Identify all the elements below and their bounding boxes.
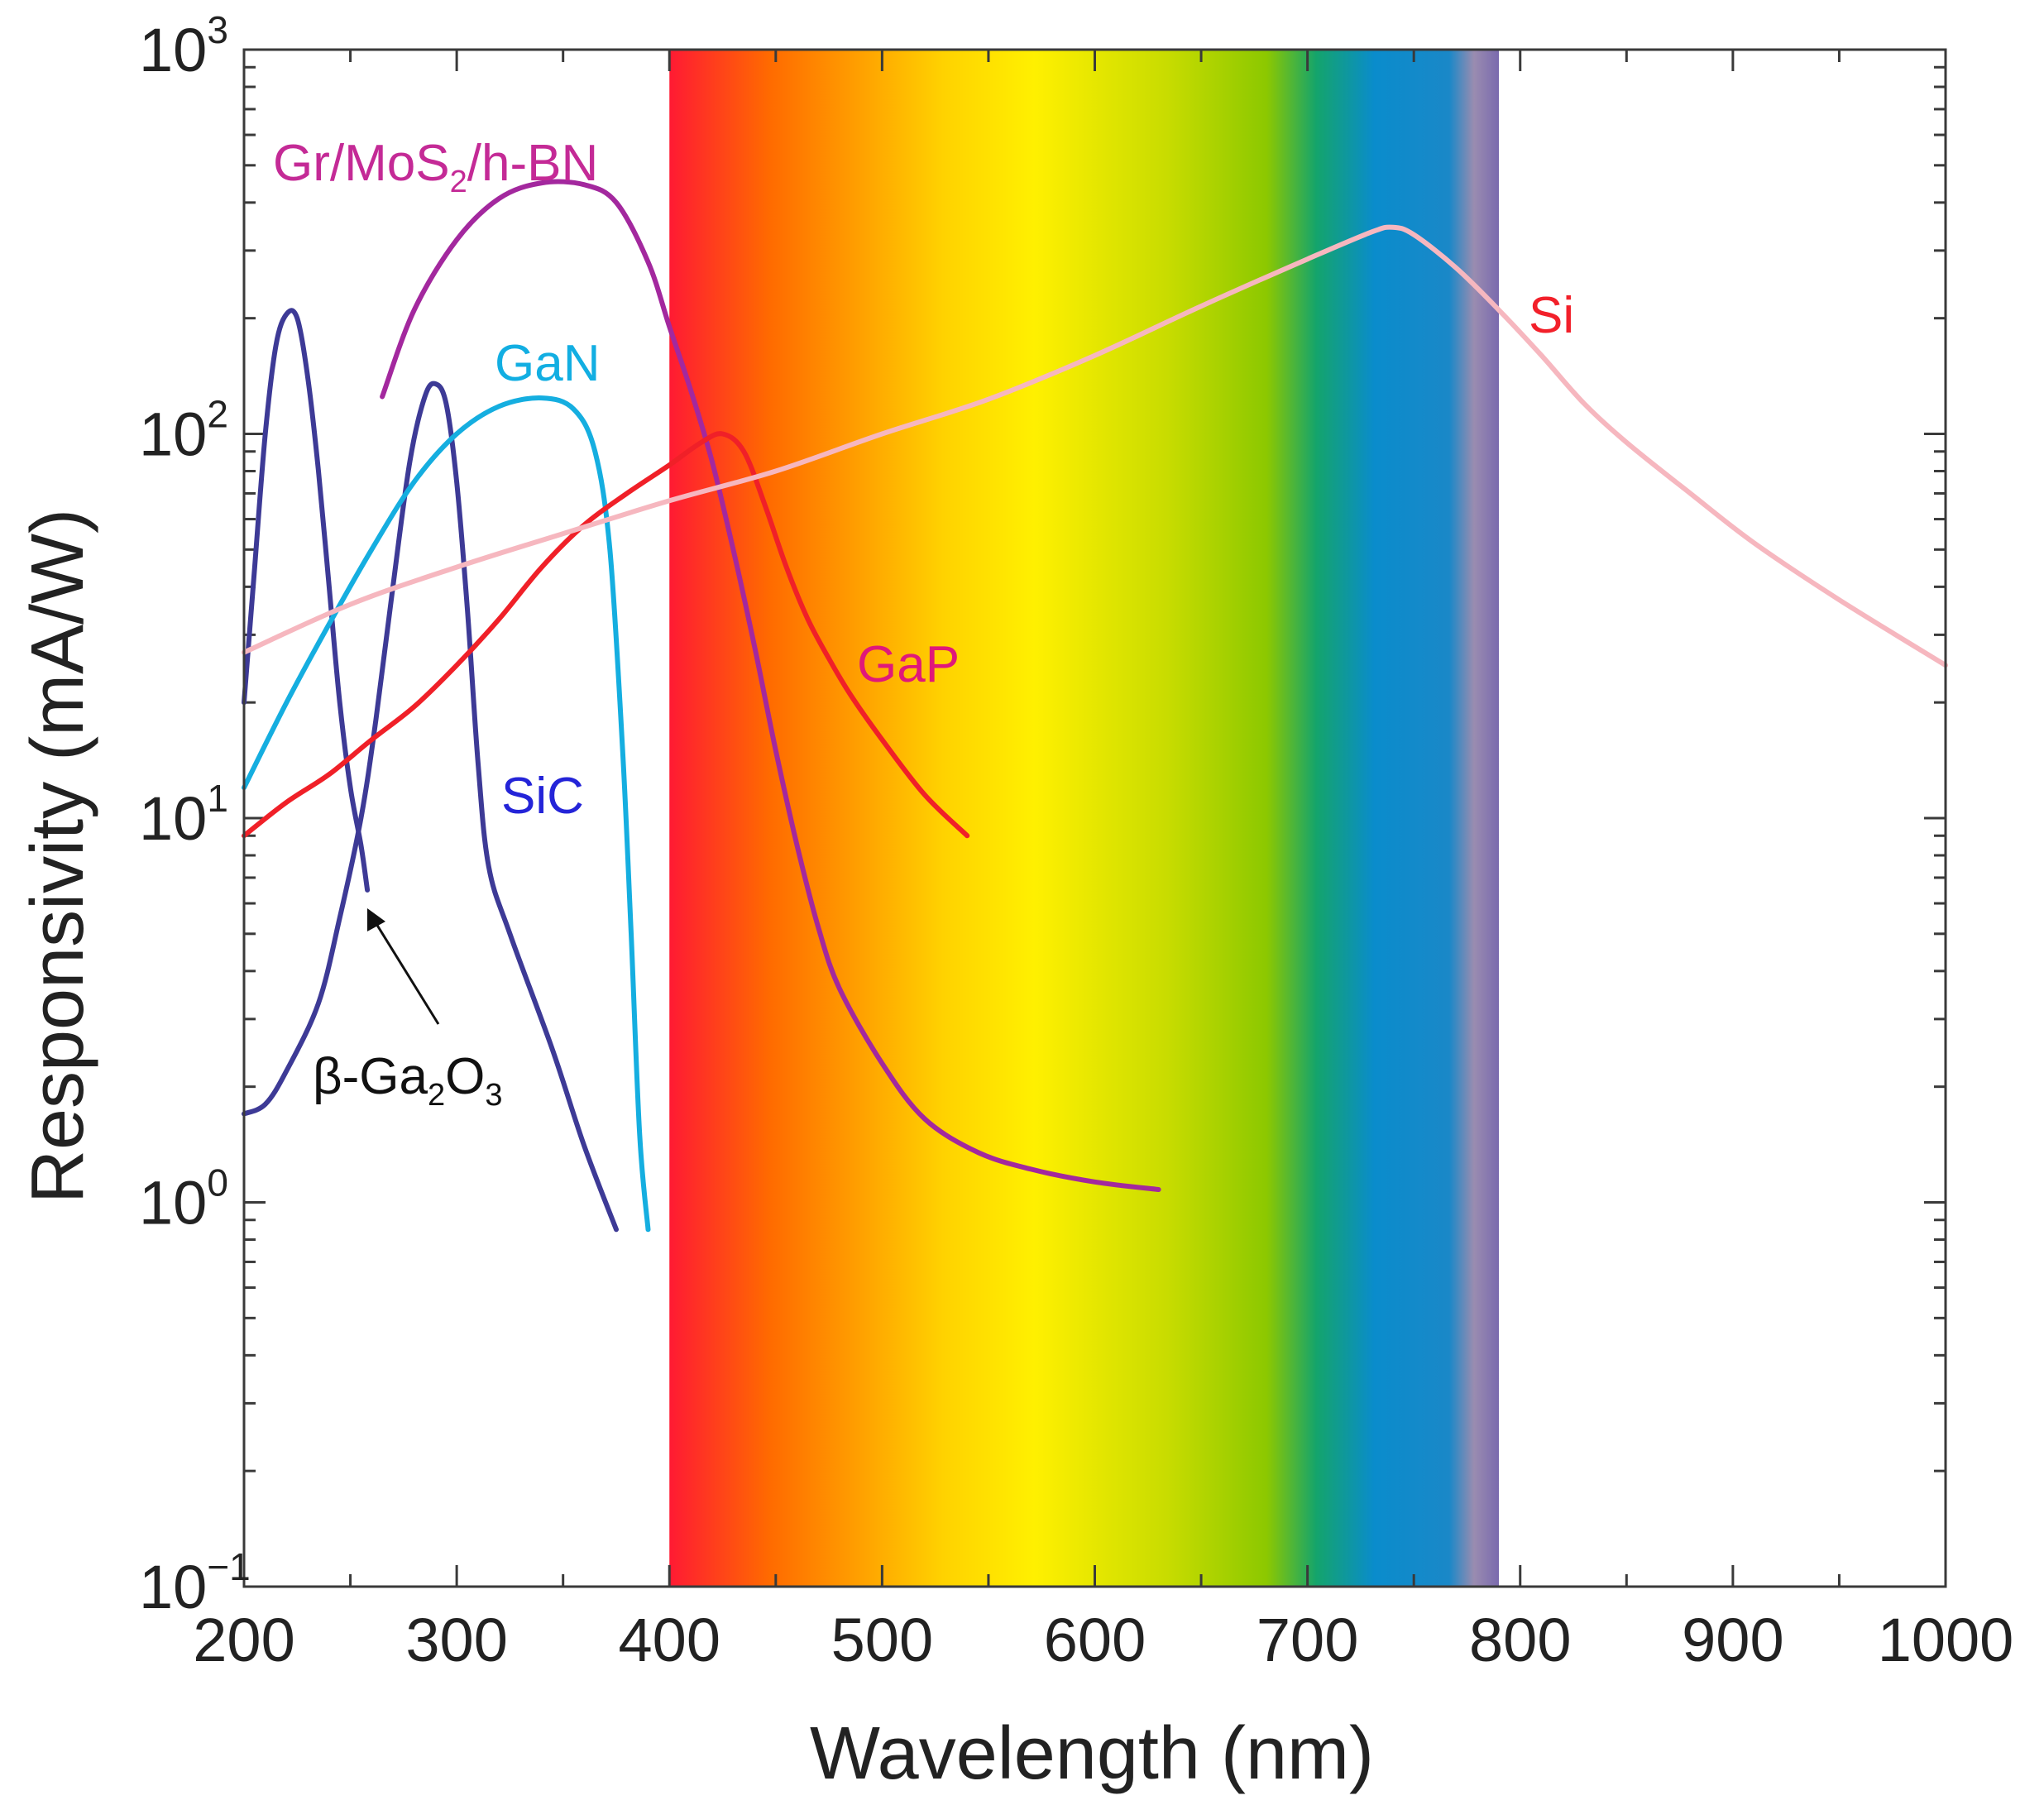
x-tick-label: 200: [193, 1606, 294, 1674]
x-tick-label: 400: [619, 1606, 720, 1674]
x-tick-labels: 200 300 400 500 600 700 800 900 1000: [193, 1606, 2013, 1674]
visible-spectrum-band: [669, 50, 1500, 1587]
plot-frame: [242, 48, 1947, 1588]
series-label-gr-mos2-hbn: Gr/MoS2/h-BN: [273, 135, 598, 199]
ga2o3-arrow: [367, 908, 440, 1025]
series-line-sic: [242, 381, 619, 1233]
y-tick-label: 10−1: [139, 1545, 251, 1621]
x-tick-label: 500: [831, 1606, 933, 1674]
x-tick-label: 800: [1469, 1606, 1571, 1674]
series-line-gan: [242, 395, 651, 1233]
series-curves: [242, 179, 1948, 1233]
y-axis-title: Responsivity (mA/W): [17, 509, 99, 1204]
label-gr-part-b: /h-BN: [467, 135, 598, 192]
series-line-ga2o3: [242, 308, 371, 893]
label-ga2o3-part-a: β-Ga: [313, 1048, 428, 1105]
x-tick-label: 1000: [1878, 1606, 2014, 1674]
x-tick-label: 300: [405, 1606, 507, 1674]
series-line-gap: [242, 431, 970, 839]
label-ga2o3-sub2: 3: [485, 1078, 502, 1113]
label-ga2o3-sub1: 2: [428, 1078, 445, 1113]
series-label-ga2o3: β-Ga2O3: [313, 1048, 503, 1113]
x-tick-label: 700: [1257, 1606, 1358, 1674]
y-tick-label: 101: [139, 777, 228, 853]
x-axis-title: Wavelength (nm): [810, 1712, 1374, 1795]
series-label-gan: GaN: [495, 335, 600, 392]
label-gr-part-a: Gr/MoS: [273, 135, 450, 192]
x-tick-label: 600: [1044, 1606, 1146, 1674]
y-tick-labels: 103 102 101 100 10−1: [139, 8, 251, 1621]
series-line-si: [242, 224, 1948, 668]
x-tick-label: 900: [1682, 1606, 1783, 1674]
y-tick-label: 103: [139, 8, 228, 84]
y-tick-label: 100: [139, 1161, 228, 1238]
label-ga2o3-part-b: O: [445, 1048, 485, 1105]
series-label-sic: SiC: [501, 768, 584, 825]
label-gr-sub: 2: [450, 165, 467, 199]
series-label-si: Si: [1529, 287, 1574, 344]
series-label-gap: GaP: [857, 636, 960, 693]
series-line-gr-mos2-h-bn: [380, 179, 1161, 1192]
y-tick-label: 102: [139, 393, 228, 469]
